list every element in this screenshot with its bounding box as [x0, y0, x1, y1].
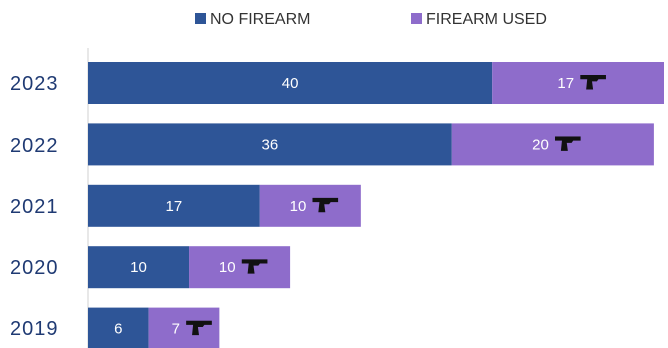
data-label-firearm-used-2021: 10 — [290, 198, 307, 215]
data-label-firearm-used-2023: 17 — [557, 75, 574, 92]
bar-firearm-used-2022 — [451, 123, 654, 166]
data-label-firearm-used-2020: 10 — [219, 259, 236, 276]
data-label-firearm-used-2022: 20 — [532, 136, 549, 153]
category-label-2021: 2021 — [10, 196, 59, 218]
bar-no-firearm-2023 — [88, 62, 493, 104]
legend-item-no-firearm: NO FIREARM — [195, 11, 310, 28]
data-label-no-firearm-2019: 6 — [114, 321, 122, 338]
legend-label-no-firearm: NO FIREARM — [210, 11, 310, 28]
legend-swatch-no-firearm — [195, 13, 206, 24]
bar-firearm-used-2019 — [148, 307, 220, 348]
category-label-2023: 2023 — [10, 73, 59, 95]
bar-no-firearm-2022 — [88, 123, 452, 166]
category-label-2022: 2022 — [10, 135, 59, 157]
bar-no-firearm-2020 — [88, 246, 190, 289]
data-label-no-firearm-2021: 17 — [166, 198, 183, 215]
legend-swatch-firearm-used — [411, 13, 422, 24]
legend: NO FIREARM FIREARM USED — [195, 11, 547, 28]
category-labels: 2023 2022 2021 2020 2019 — [10, 73, 59, 340]
data-label-no-firearm-2022: 36 — [262, 136, 279, 153]
bar-firearm-used-2021 — [259, 184, 361, 227]
category-label-2019: 2019 — [10, 318, 59, 340]
legend-item-firearm-used: FIREARM USED — [411, 11, 547, 28]
legend-label-firearm-used: FIREARM USED — [426, 11, 547, 28]
data-label-no-firearm-2020: 10 — [130, 259, 147, 276]
bar-no-firearm-2021 — [88, 184, 260, 227]
bars: 40 17 36 20 17 10 10 10 6 7 — [88, 62, 664, 348]
category-label-2020: 2020 — [10, 257, 59, 279]
data-label-no-firearm-2023: 40 — [282, 75, 299, 92]
bar-firearm-used-2023 — [492, 62, 664, 104]
data-label-firearm-used-2019: 7 — [172, 321, 180, 338]
bar-firearm-used-2020 — [189, 246, 291, 289]
bar-no-firearm-2019 — [88, 307, 149, 348]
